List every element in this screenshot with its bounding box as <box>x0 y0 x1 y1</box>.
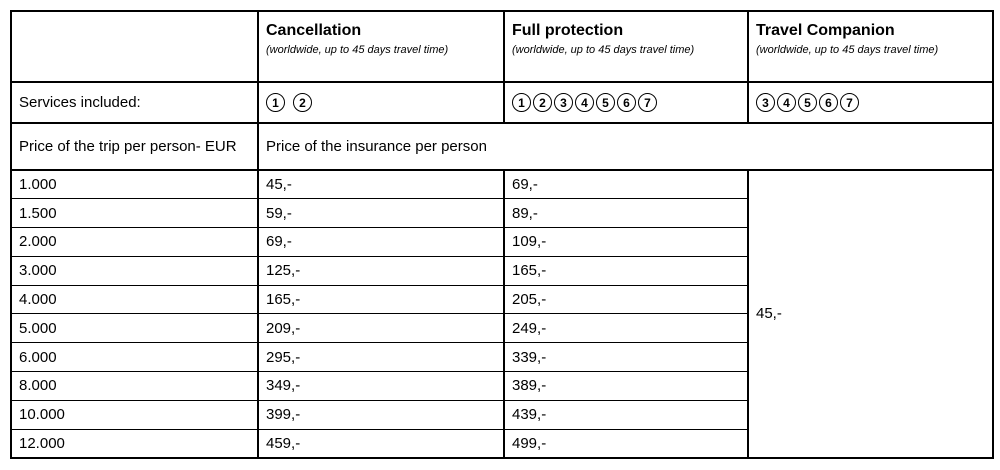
price-row: 1.500 59,- 89,- <box>10 198 993 229</box>
price-row: 2.000 69,- 109,- <box>10 227 993 257</box>
trip-price-cell: 3.000 <box>10 255 259 286</box>
travel-companion-title: Travel Companion <box>756 22 895 39</box>
travel-companion-price-cell: 45,- <box>747 169 994 459</box>
cancellation-price-cell: 69,- <box>257 227 505 257</box>
full-protection-price-cell: 165,- <box>503 255 749 286</box>
full-protection-price-cell: 69,- <box>503 169 749 200</box>
circled-5-icon: 5 <box>596 93 615 112</box>
cancellation-price-cell: 165,- <box>257 284 505 315</box>
cancellation-header-cell: Cancellation (worldwide, up to 45 days t… <box>257 10 505 83</box>
cancellation-price-cell: 399,- <box>257 399 505 430</box>
empty-header-cell <box>10 10 259 83</box>
full-protection-price-cell: 389,- <box>503 371 749 401</box>
circled-1-icon: 1 <box>266 93 285 112</box>
price-row: 4.000 165,- 205,- <box>10 284 993 315</box>
trip-price-cell: 10.000 <box>10 399 259 430</box>
insurance-price-header: Price of the insurance per person <box>257 122 994 171</box>
full-protection-price-cell: 339,- <box>503 342 749 373</box>
circled-5-icon: 5 <box>798 93 817 112</box>
circled-7-icon: 7 <box>638 93 657 112</box>
price-row: 10.000 399,- 439,- <box>10 399 993 430</box>
price-row: 5.000 209,- 249,- <box>10 313 993 344</box>
price-row: 1.000 45,- 69,- 45,- <box>10 169 994 459</box>
trip-price-cell: 4.000 <box>10 284 259 315</box>
circled-2-icon: 2 <box>533 93 552 112</box>
trip-price-cell: 6.000 <box>10 342 259 373</box>
circled-3-icon: 3 <box>554 93 573 112</box>
insurance-price-table: Cancellation (worldwide, up to 45 days t… <box>10 10 994 459</box>
price-row: 8.000 349,- 389,- <box>10 371 993 401</box>
cancellation-price-cell: 295,- <box>257 342 505 373</box>
trip-price-cell: 2.000 <box>10 227 259 257</box>
full-protection-subtitle: (worldwide, up to 45 days travel time) <box>512 44 695 57</box>
circled-2-icon: 2 <box>293 93 312 112</box>
circled-6-icon: 6 <box>617 93 636 112</box>
price-header-row: Price of the trip per person- EUR Price … <box>10 122 994 171</box>
price-rows-body: 1.000 45,- 69,- 45,- 1.500 59,- 89,- 2.000 69,- 1… <box>10 169 994 459</box>
price-row: 3.000 125,- 165,- <box>10 255 993 286</box>
cancellation-price-cell: 125,- <box>257 255 505 286</box>
circled-1-icon: 1 <box>512 93 531 112</box>
full-protection-price-cell: 249,- <box>503 313 749 344</box>
full-protection-header-cell: Full protection (worldwide, up to 45 day… <box>503 10 749 83</box>
header-row: Cancellation (worldwide, up to 45 days t… <box>10 10 994 83</box>
cancellation-price-cell: 209,- <box>257 313 505 344</box>
services-included-label: Services included: <box>10 81 259 124</box>
price-row: 6.000 295,- 339,- <box>10 342 993 373</box>
trip-price-cell: 12.000 <box>10 428 259 459</box>
full-protection-price-cell: 499,- <box>503 428 749 459</box>
full-protection-price-cell: 109,- <box>503 227 749 257</box>
circled-4-icon: 4 <box>777 93 796 112</box>
cancellation-price-cell: 45,- <box>257 169 505 200</box>
circled-7-icon: 7 <box>840 93 859 112</box>
circled-4-icon: 4 <box>575 93 594 112</box>
cancellation-title: Cancellation <box>266 22 362 39</box>
cancellation-price-cell: 349,- <box>257 371 505 401</box>
travel-companion-subtitle: (worldwide, up to 45 days travel time) <box>756 44 939 57</box>
trip-price-header: Price of the trip per person- EUR <box>10 122 259 171</box>
circled-6-icon: 6 <box>819 93 838 112</box>
full-protection-title: Full protection <box>512 22 624 39</box>
trip-price-cell: 8.000 <box>10 371 259 401</box>
circled-3-icon: 3 <box>756 93 775 112</box>
cancellation-price-cell: 459,- <box>257 428 505 459</box>
trip-price-cell: 5.000 <box>10 313 259 344</box>
trip-price-cell: 1.000 <box>10 169 259 200</box>
travel-companion-header-cell: Travel Companion (worldwide, up to 45 da… <box>747 10 994 83</box>
cancellation-subtitle: (worldwide, up to 45 days travel time) <box>266 44 449 57</box>
price-row: 12.000 459,- 499,- <box>10 428 993 459</box>
full-protection-price-cell: 205,- <box>503 284 749 315</box>
full-protection-price-cell: 89,- <box>503 198 749 229</box>
cancellation-price-cell: 59,- <box>257 198 505 229</box>
full-protection-price-cell: 439,- <box>503 399 749 430</box>
trip-price-cell: 1.500 <box>10 198 259 229</box>
